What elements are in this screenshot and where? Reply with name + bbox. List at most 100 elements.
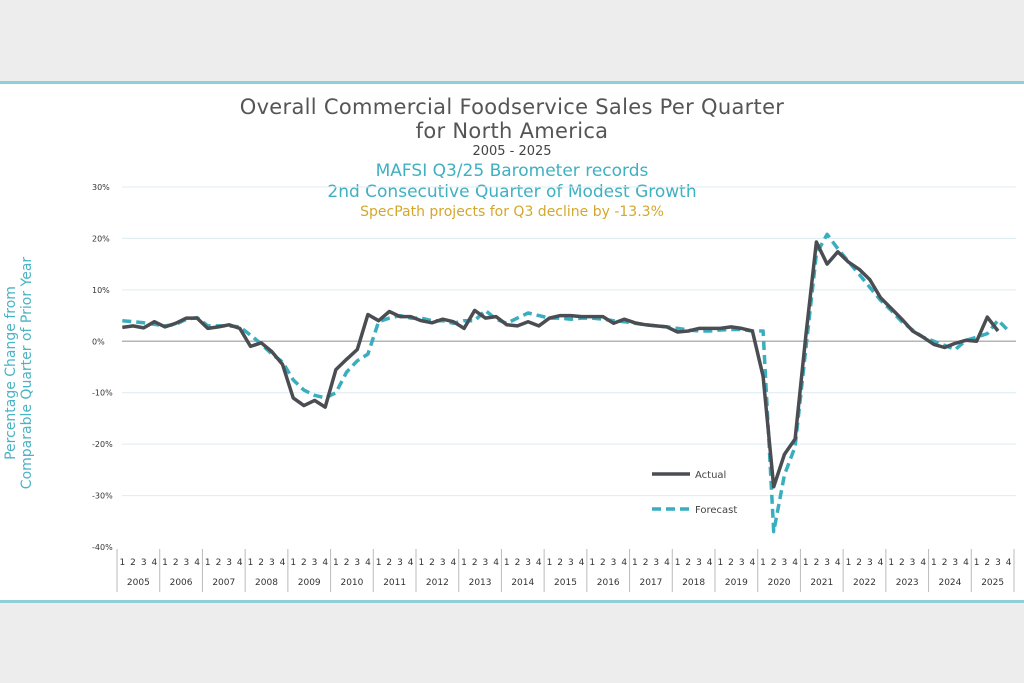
- x-quarter-label: 3: [611, 558, 617, 568]
- x-year-label: 2013: [469, 578, 492, 588]
- y-tick-label: 30%: [92, 183, 110, 192]
- x-quarter-label: 1: [162, 558, 168, 568]
- x-quarter-label: 3: [568, 558, 574, 568]
- x-quarter-label: 3: [483, 558, 489, 568]
- x-quarter-label: 1: [376, 558, 382, 568]
- x-year-label: 2009: [298, 578, 321, 588]
- x-quarter-label: 1: [760, 558, 766, 568]
- x-year-label: 2018: [682, 578, 705, 588]
- x-quarter-label: 3: [226, 558, 232, 568]
- y-tick-label: 20%: [92, 234, 110, 243]
- x-quarter-label: 1: [333, 558, 339, 568]
- x-year-label: 2010: [340, 578, 363, 588]
- series-line-forecast: [122, 232, 1010, 534]
- x-quarter-label: 4: [237, 558, 243, 568]
- x-quarter-label: 4: [536, 558, 542, 568]
- x-quarter-label: 2: [515, 558, 521, 568]
- x-quarter-label: 2: [301, 558, 307, 568]
- chart-title: Overall Commercial Foodservice Sales Per…: [239, 95, 785, 119]
- x-quarter-label: 1: [888, 558, 894, 568]
- x-year-label: 2011: [383, 578, 406, 588]
- x-quarter-label: 4: [194, 558, 200, 568]
- x-quarter-label: 4: [365, 558, 371, 568]
- x-year-label: 2005: [127, 578, 150, 588]
- x-quarter-label: 1: [803, 558, 809, 568]
- x-quarter-label: 3: [397, 558, 403, 568]
- x-quarter-label: 2: [216, 558, 222, 568]
- x-year-label: 2019: [725, 578, 748, 588]
- x-year-label: 2006: [170, 578, 193, 588]
- x-quarter-label: 3: [354, 558, 360, 568]
- x-quarter-label: 1: [589, 558, 595, 568]
- x-quarter-label: 1: [418, 558, 424, 568]
- legend-label-forecast: Forecast: [695, 505, 737, 516]
- x-quarter-label: 4: [451, 558, 457, 568]
- x-quarter-label: 3: [867, 558, 873, 568]
- x-quarter-label: 3: [440, 558, 446, 568]
- x-quarter-label: 2: [899, 558, 905, 568]
- x-quarter-label: 4: [579, 558, 585, 568]
- x-quarter-label: 2: [258, 558, 264, 568]
- x-quarter-label: 1: [717, 558, 723, 568]
- x-quarter-label: 2: [557, 558, 563, 568]
- x-quarter-label: 4: [152, 558, 158, 568]
- x-quarter-label: 3: [782, 558, 788, 568]
- x-year-label: 2015: [554, 578, 577, 588]
- x-quarter-label: 4: [621, 558, 627, 568]
- y-tick-label: 0%: [92, 337, 105, 346]
- y-tick-label: -20%: [92, 440, 113, 449]
- x-quarter-label: 2: [600, 558, 606, 568]
- x-quarter-label: 2: [472, 558, 478, 568]
- x-quarter-label: 4: [835, 558, 841, 568]
- x-quarter-label: 2: [643, 558, 649, 568]
- headline-1: MAFSI Q3/25 Barometer records: [375, 161, 649, 181]
- x-year-label: 2025: [981, 578, 1004, 588]
- x-quarter-label: 2: [386, 558, 392, 568]
- x-quarter-label: 1: [846, 558, 852, 568]
- x-year-label: 2012: [426, 578, 449, 588]
- x-year-label: 2014: [511, 578, 534, 588]
- x-quarter-label: 4: [408, 558, 414, 568]
- x-quarter-label: 3: [525, 558, 531, 568]
- x-quarter-label: 2: [685, 558, 691, 568]
- x-quarter-label: 3: [184, 558, 190, 568]
- x-quarter-label: 4: [878, 558, 884, 568]
- x-quarter-label: 2: [728, 558, 734, 568]
- x-quarter-label: 2: [814, 558, 820, 568]
- x-quarter-label: 4: [280, 558, 286, 568]
- x-quarter-label: 2: [984, 558, 990, 568]
- x-year-label: 2017: [639, 578, 662, 588]
- x-quarter-label: 2: [942, 558, 948, 568]
- x-quarter-label: 1: [290, 558, 296, 568]
- x-quarter-label: 2: [856, 558, 862, 568]
- chart-subtitle: 2005 - 2025: [472, 144, 552, 159]
- x-quarter-label: 1: [547, 558, 553, 568]
- x-quarter-label: 3: [141, 558, 147, 568]
- x-year-label: 2023: [896, 578, 919, 588]
- x-quarter-label: 4: [792, 558, 798, 568]
- x-quarter-label: 2: [130, 558, 136, 568]
- x-quarter-label: 3: [653, 558, 659, 568]
- x-quarter-label: 1: [931, 558, 937, 568]
- x-quarter-label: 2: [344, 558, 350, 568]
- x-year-label: 2024: [938, 578, 961, 588]
- x-year-label: 2016: [597, 578, 620, 588]
- x-quarter-label: 4: [707, 558, 713, 568]
- x-quarter-label: 2: [173, 558, 179, 568]
- forecast-note: SpecPath projects for Q3 decline by -13.…: [360, 204, 664, 220]
- x-year-label: 2022: [853, 578, 876, 588]
- x-quarter-label: 1: [205, 558, 211, 568]
- x-quarter-label: 1: [675, 558, 681, 568]
- x-year-label: 2020: [768, 578, 791, 588]
- y-tick-label: -30%: [92, 492, 113, 501]
- x-year-label: 2007: [212, 578, 235, 588]
- x-quarter-label: 4: [750, 558, 756, 568]
- y-tick-label: -10%: [92, 389, 113, 398]
- x-quarter-label: 1: [461, 558, 467, 568]
- x-quarter-label: 4: [664, 558, 670, 568]
- x-quarter-label: 1: [632, 558, 638, 568]
- x-quarter-label: 4: [493, 558, 499, 568]
- x-quarter-label: 3: [696, 558, 702, 568]
- x-quarter-label: 4: [1006, 558, 1012, 568]
